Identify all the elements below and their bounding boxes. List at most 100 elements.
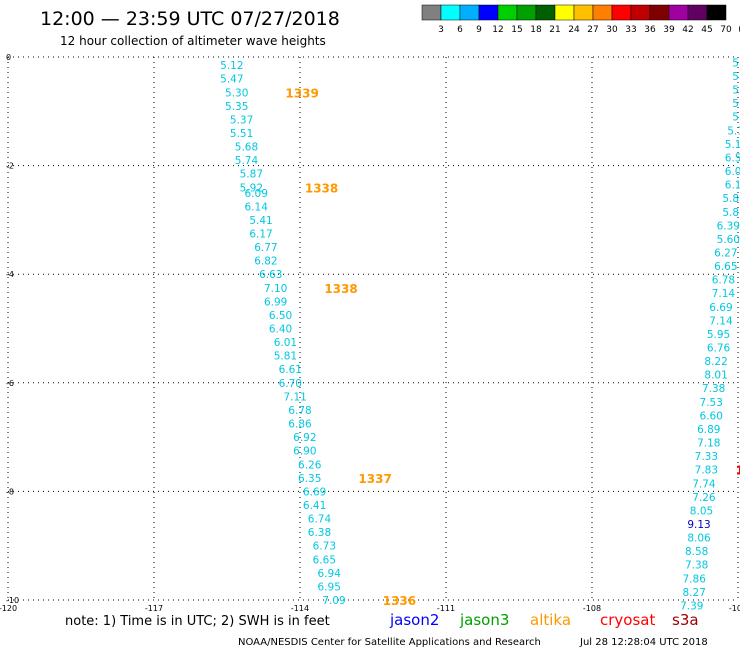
- data-point-label: 5.1: [725, 139, 740, 151]
- y-tick-label: -6: [6, 379, 14, 388]
- data-point-label: 5.35: [225, 101, 248, 113]
- satellite-name: altika: [530, 611, 571, 629]
- data-point-label: 5.74: [235, 155, 259, 167]
- cycle-number: 1339: [285, 86, 318, 100]
- data-point-label: 5: [732, 71, 739, 83]
- data-point-label: 5.47: [220, 74, 243, 86]
- legend-label: 3: [438, 25, 444, 35]
- legend-label: 12: [492, 25, 503, 35]
- data-point-label: 6.41: [303, 500, 326, 512]
- data-point-label: 6.78: [288, 405, 311, 417]
- legend-label: 6: [457, 25, 463, 35]
- data-point-label: 7.10: [264, 283, 287, 295]
- legend-label: (ft): [738, 25, 740, 35]
- data-point-label: 6.78: [712, 275, 735, 287]
- data-point-label: 5.95: [707, 329, 730, 341]
- legend-label: 70: [720, 25, 732, 35]
- legend-swatch: [440, 4, 461, 21]
- data-point-label: 9.13: [687, 519, 710, 531]
- data-point-label: 6.89: [697, 424, 720, 436]
- data-point-label: 8.01: [704, 370, 727, 382]
- footer-note: note: 1) Time is in UTC; 2) SWH is in fe…: [65, 614, 330, 629]
- legend-swatch: [478, 4, 499, 21]
- data-point-label: 6.86: [288, 419, 312, 431]
- data-point-label: 6.90: [293, 446, 316, 458]
- data-point-label: 6.74: [308, 514, 332, 526]
- data-point-label: 5: [732, 85, 739, 97]
- satellite-name: cryosat: [600, 611, 655, 629]
- data-point-label: 5.8: [722, 193, 739, 205]
- data-point-label: 6.95: [318, 581, 341, 593]
- data-point-label: 6.70: [279, 378, 302, 390]
- legend-swatch: [611, 4, 632, 21]
- data-point-label: 5.60: [717, 234, 740, 246]
- satellite-legend: jason2 jason3 altika cryosat s3a: [389, 611, 699, 629]
- data-point-label: 5: [732, 98, 739, 110]
- data-point-label: 7.11: [283, 391, 306, 403]
- data-point-label: 5.92: [240, 182, 263, 194]
- footer-credit: NOAA/NESDIS Center for Satellite Applica…: [238, 637, 541, 648]
- data-point-label: 6.35: [298, 473, 321, 485]
- data-point-label: 6.26: [298, 459, 322, 471]
- data-point-label: 5: [732, 112, 739, 124]
- legend-swatch: [592, 4, 613, 21]
- data-point-label: 6.09: [245, 188, 268, 200]
- chart-title: 12:00 — 23:59 UTC 07/27/2018: [40, 8, 340, 30]
- legend-label: 9: [476, 25, 482, 35]
- data-point-label: 6.14: [245, 201, 269, 213]
- footer-timestamp: Jul 28 12:28:04 UTC 2018: [579, 637, 708, 648]
- data-point-label: 7.18: [697, 438, 720, 450]
- data-point-label: 6.94: [318, 568, 342, 580]
- legend-swatch: [649, 4, 670, 21]
- legend-label: 21: [549, 25, 560, 35]
- data-point-label: 8.22: [704, 356, 727, 368]
- data-point-label: 7.74: [692, 478, 716, 490]
- satellite-name: jason3: [459, 611, 509, 629]
- cycle-number: 1338: [305, 181, 338, 195]
- data-point-label: 6.01: [274, 337, 297, 349]
- data-point-label: 6.0: [725, 166, 740, 178]
- data-point-label: 6.69: [709, 302, 732, 314]
- x-tick-label: -114: [291, 604, 309, 613]
- axis-ticks: -120 -117 -114 -111 -108 -105 0 -2 -4 -6 -8 -10: [0, 53, 740, 613]
- chart-subtitle: 12 hour collection of altimeter wave hei…: [60, 34, 326, 48]
- legend-swatch: [497, 4, 518, 21]
- plot-grid: [7, 56, 739, 601]
- legend-swatch: [459, 4, 480, 21]
- data-point-label: 7.39: [680, 600, 703, 612]
- data-point-label: 8.58: [685, 546, 708, 558]
- data-point-label: 5: [732, 57, 739, 69]
- data-point-label: 6.5: [725, 152, 740, 164]
- data-point-label: 5.81: [274, 351, 297, 363]
- y-tick-label: -4: [6, 270, 14, 279]
- data-point-label: 6.92: [293, 432, 316, 444]
- data-point-label: 6.77: [254, 242, 277, 254]
- data-point-label: 5.41: [249, 215, 272, 227]
- data-point-label: 6.38: [308, 527, 331, 539]
- data-point-label: 5.37: [230, 114, 253, 126]
- legend-swatch: [706, 4, 727, 21]
- cycle-number: 1337: [358, 472, 391, 486]
- legend-swatch: [573, 4, 594, 21]
- data-point-label: 6.82: [254, 256, 277, 268]
- data-point-label: 6.17: [249, 228, 272, 240]
- legend-swatch: [668, 4, 689, 21]
- data-point-label: 5.12: [220, 60, 243, 72]
- data-point-label: 6.73: [313, 541, 336, 553]
- cycle-number: 1338: [324, 282, 357, 296]
- data-point-label: 6.65: [313, 554, 336, 566]
- legend-swatch: [687, 4, 708, 21]
- legend-swatch: [421, 4, 442, 21]
- data-point-label: 6.65: [714, 261, 737, 273]
- data-point-label: 5.87: [240, 169, 263, 181]
- cycle-number: 1336: [383, 594, 416, 608]
- x-tick-label: -117: [145, 604, 163, 613]
- x-tick-label: -111: [437, 604, 455, 613]
- legend-label: 15: [511, 25, 522, 35]
- y-tick-label: -10: [6, 596, 19, 605]
- data-point-label: 6.76: [707, 343, 731, 355]
- data-point-label: 7.33: [695, 451, 718, 463]
- data-point-label: 8.27: [683, 587, 706, 599]
